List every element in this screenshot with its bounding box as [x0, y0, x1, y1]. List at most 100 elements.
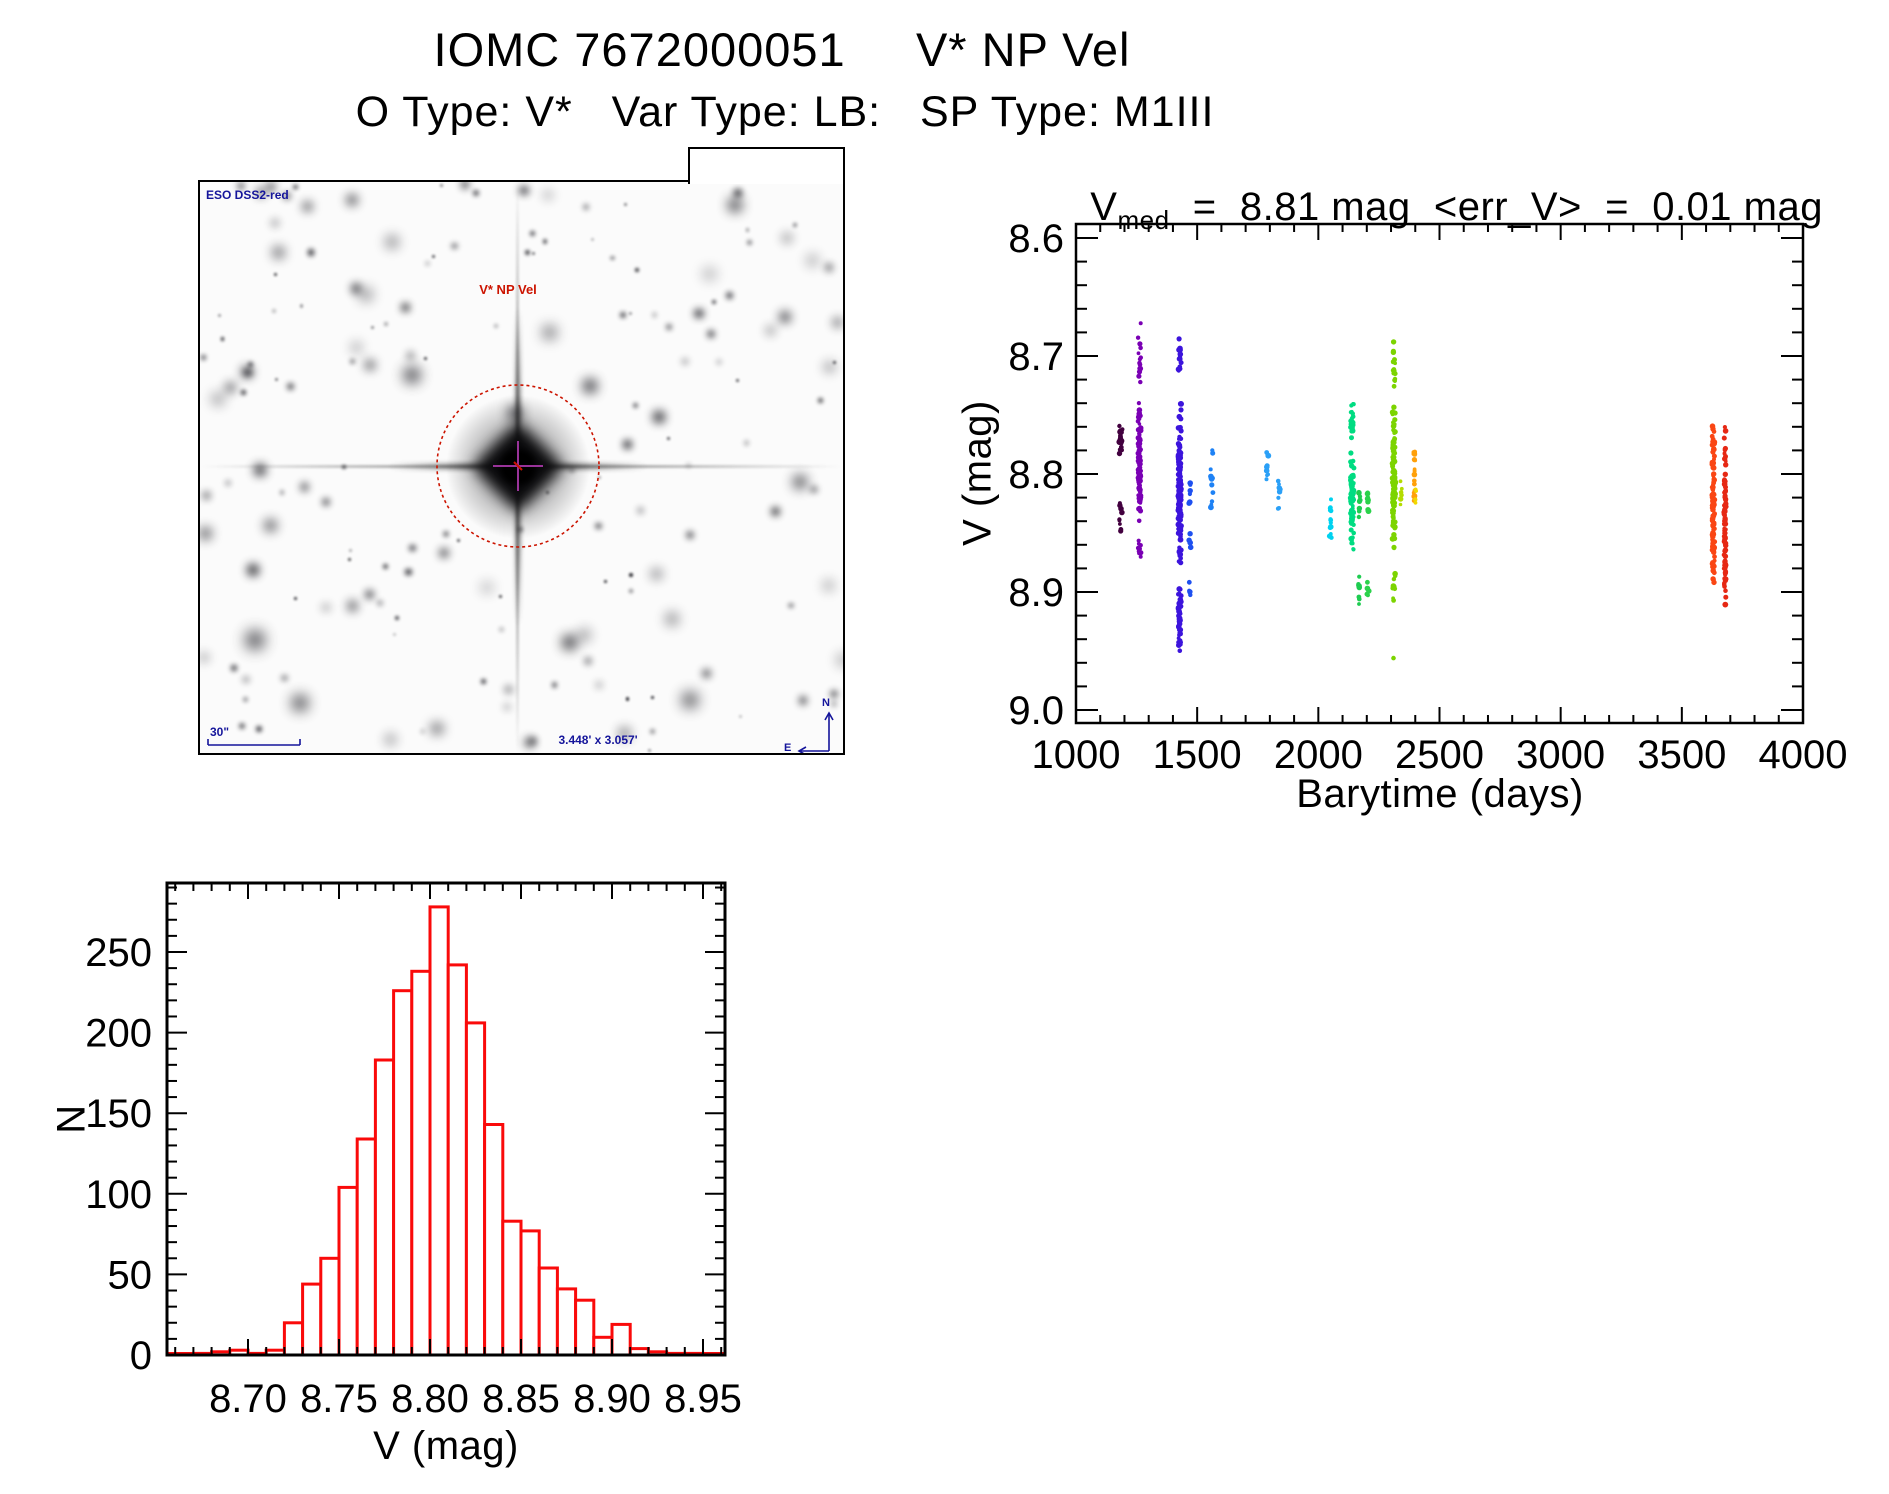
histogram-bar: [392, 989, 414, 1357]
star: [342, 465, 346, 469]
compass-north-label: N: [822, 697, 830, 709]
histogram-bar: [592, 1335, 614, 1357]
star: [824, 262, 834, 272]
star: [293, 184, 299, 190]
y-tick-label: 250: [85, 931, 152, 975]
star: [255, 187, 267, 198]
lightcurve-plot: 1000 1500 2000 2500 3000 3500 4000 8.6 8.7 8.8 8.9…: [1008, 217, 1847, 777]
star: [293, 596, 297, 600]
star: [625, 697, 629, 701]
star: [591, 237, 595, 241]
y-tick-label: 8.6: [1008, 217, 1064, 261]
star: [405, 568, 412, 576]
star: [348, 548, 352, 552]
star: [628, 311, 632, 315]
star: [241, 389, 247, 395]
histogram-bar: [319, 1256, 341, 1357]
y-tick-label: 200: [85, 1012, 152, 1056]
lightcurve-ticks: [1075, 224, 1804, 723]
histogram-bar: [483, 1123, 505, 1357]
star: [628, 588, 634, 594]
histogram-bar: [519, 1229, 541, 1357]
x-tick-label: 8.85: [482, 1377, 560, 1421]
starfield-image: V* NP Vel ESO DSS2-red 30" 3.448' x 3.05…: [198, 180, 845, 755]
star: [635, 268, 640, 273]
star: [320, 602, 331, 613]
star: [810, 485, 818, 494]
star: [395, 615, 399, 620]
lightcurve-xlabel: Barytime (days): [1296, 772, 1584, 816]
x-tick-label: 1000: [1032, 733, 1121, 777]
star: [594, 680, 604, 690]
star: [702, 266, 717, 282]
star: [217, 313, 222, 318]
histogram-ticks: [167, 883, 725, 1356]
star: [666, 436, 670, 440]
star: [274, 378, 278, 382]
star: [292, 695, 308, 711]
x-tick-label: 2500: [1395, 733, 1484, 777]
histogram-bar: [282, 1321, 305, 1357]
lightcurve-title-rest: = 8.81 mag <err_V> = 0.01 mag: [1169, 185, 1823, 229]
star: [220, 337, 225, 342]
star: [392, 632, 396, 636]
star: [287, 383, 295, 391]
histogram-bar: [446, 963, 468, 1357]
histogram-bar: [501, 1219, 523, 1357]
star: [620, 312, 626, 318]
star: [272, 309, 276, 313]
histogram-bars: [191, 905, 705, 1357]
y-tick-label: 150: [85, 1092, 152, 1136]
lightcurve-tick-labels: 1000 1500 2000 2500 3000 3500 4000 8.6 8.7 8.8 8.9…: [1008, 217, 1847, 777]
star: [460, 182, 470, 189]
star: [200, 526, 212, 541]
star: [504, 685, 513, 695]
star: [822, 578, 836, 593]
star: [735, 378, 740, 383]
star: [647, 748, 651, 753]
star: [835, 653, 843, 668]
y-tick-label: 50: [108, 1253, 153, 1297]
star: [577, 628, 592, 643]
star: [494, 324, 499, 329]
lightcurve-title-sub: med: [1117, 205, 1170, 235]
y-tick-label: 0: [130, 1334, 152, 1378]
star: [406, 351, 416, 360]
star: [582, 379, 597, 394]
star: [793, 475, 807, 489]
scale-bar: [207, 711, 834, 753]
star: [299, 482, 310, 492]
star: [409, 544, 417, 552]
star: [270, 218, 280, 228]
star: [798, 695, 808, 705]
histogram-bar: [410, 969, 432, 1357]
star: [701, 668, 712, 678]
star: [237, 182, 246, 190]
star: [230, 665, 237, 672]
star: [243, 697, 249, 703]
star: [244, 368, 252, 377]
page-title: IOMC 7672000051 V* NP Vel: [433, 23, 1131, 76]
star: [282, 192, 291, 200]
histogram-bar: [337, 1185, 359, 1357]
star: [728, 198, 742, 212]
star: [274, 272, 278, 276]
lightcurve-title: Vmed = 8.81 mag <err_V> = 0.01 mag: [1067, 140, 1823, 236]
star: [823, 360, 836, 374]
star: [300, 304, 304, 308]
star: [830, 701, 837, 708]
star: [242, 675, 250, 684]
star: [707, 330, 715, 338]
histogram-bar: [355, 1137, 377, 1357]
star: [624, 203, 628, 207]
star: [423, 357, 427, 361]
star: [597, 476, 601, 480]
star: [584, 657, 593, 666]
star: [473, 190, 479, 196]
star: [383, 321, 388, 326]
star: [419, 728, 425, 734]
star: [681, 357, 689, 366]
star: [239, 722, 245, 729]
star: [502, 703, 512, 712]
star: [543, 239, 548, 244]
